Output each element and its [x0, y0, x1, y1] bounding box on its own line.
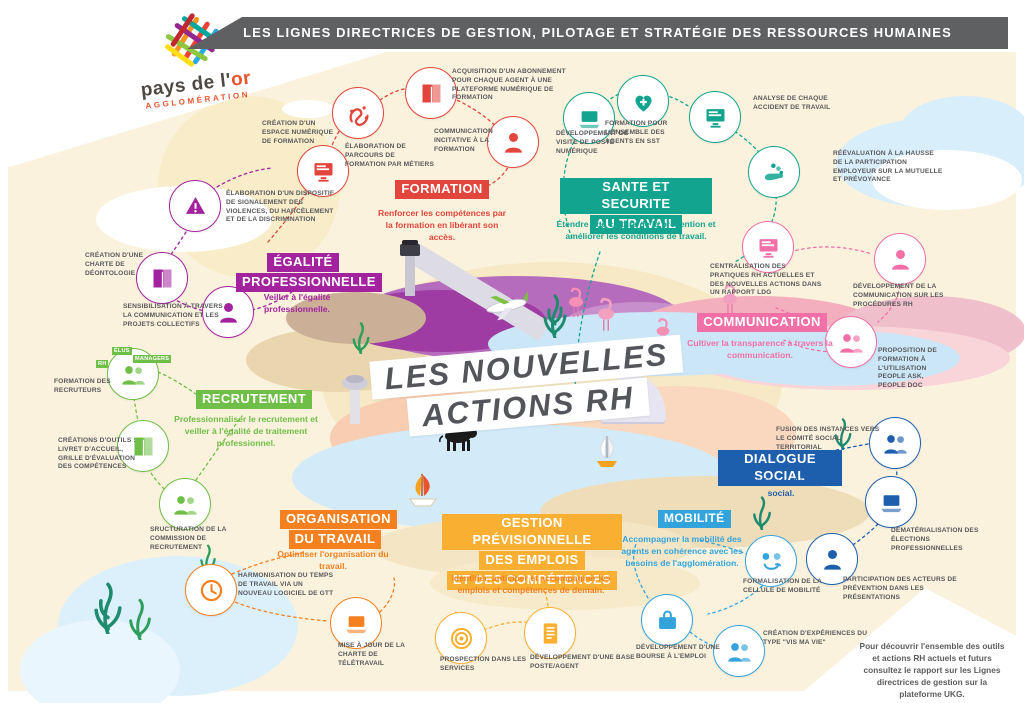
- category-mobilite-badge: MOBILITÉ: [658, 509, 731, 528]
- procedures-rh-icon: [874, 233, 926, 285]
- satellite-formation-sst: Formation pour l'ensemble des agents en …: [605, 120, 668, 145]
- category-organisation-desc: Optimiser l'organisation du travail.: [277, 549, 389, 572]
- mutuelle-prevoyance-icon: [748, 146, 800, 198]
- prospection-icon: [435, 612, 487, 664]
- analyse-accident-icon: [689, 91, 741, 143]
- banner-title: LES LIGNES DIRECTRICES DE GESTION, PILOT…: [187, 17, 1008, 49]
- satellite-cellule-mobilite: Formalisation de la cellule de mobilité: [743, 578, 822, 594]
- satellite-commission-recrutement: Sructuration de la commission de recrute…: [150, 526, 227, 551]
- category-mobilite-desc: Accompagner la mobilité des agents en co…: [621, 534, 743, 569]
- category-egalite-badge: ÉGALITÉ PROFESSIONNELLE: [236, 252, 382, 292]
- category-gpec-desc: Identifier, anticiper et accompagner les…: [451, 573, 611, 596]
- satellite-rapport-ldg: Centralisation des pratiques RH actuelle…: [710, 263, 822, 297]
- category-formation-desc: Renforcer les compétences par la formati…: [377, 208, 506, 243]
- satellite-sensibilisation: Sensibilisation à travers la communicati…: [123, 303, 223, 328]
- satellite-espace-numerique: Création d'un espace numérique de format…: [262, 120, 334, 145]
- category-sst-desc: Étendre une culture de la prévention et …: [556, 219, 716, 242]
- commission-recrutement-icon: [159, 478, 211, 530]
- signalement-violences-icon: [169, 180, 221, 232]
- satellite-formation-recruteurs: Formation des recruteurs: [54, 378, 111, 394]
- satellite-charte-teletravail: Mise à jour de la charte de télétravail: [338, 642, 405, 667]
- category-dialogue-social-desc: Dynamiser le dialogue social.: [735, 476, 827, 499]
- satellite-comite-social: Fusion des instances vers le Comité Soci…: [776, 426, 880, 451]
- tag-managers: MANAGERS: [133, 355, 172, 363]
- satellite-elections: Dématérialisation des élections professi…: [891, 527, 979, 552]
- satellite-logiciel-gtt: Harmonisation du temps de travail via un…: [238, 572, 334, 597]
- category-communication-desc: Cultiver la transparence à travers la co…: [687, 338, 833, 361]
- category-sst-badge: SANTE ET SECURITE AU TRAVAIL: [560, 177, 712, 234]
- satellite-parcours-formation: Élaboration de parcours de formation par…: [345, 143, 434, 168]
- satellite-signalement-violences: Élaboration d'un dispositif de signaleme…: [226, 190, 335, 224]
- category-egalite-desc: Veiller à l'égalité professionnelle.: [263, 292, 331, 315]
- satellite-acteurs-prevention: Participation des acteurs de prévention …: [843, 576, 957, 601]
- category-recrutement-desc: Professionnaliser le recrutement et veil…: [174, 414, 318, 449]
- base-poste-agent-icon: [524, 607, 576, 659]
- bourse-emploi-icon: [641, 594, 693, 646]
- sensibilisation-icon: [202, 286, 254, 338]
- elections-icon: [865, 476, 917, 528]
- tag-rh: RH: [96, 360, 109, 368]
- creations-outils-icon: [117, 420, 169, 472]
- satellite-people-ask-doc: Proposition de formation à l'utilisation…: [878, 347, 937, 390]
- satellite-charte-deontologie: Création d'une charte de déontologie: [85, 252, 144, 277]
- satellite-communication-incitative: Communication incitative à la formation: [434, 128, 493, 153]
- tag-elus: ÉLUS: [112, 347, 132, 355]
- satellite-prospection: Prospection dans les services: [440, 656, 527, 672]
- satellite-procedures-rh: Développement de la communication sur le…: [853, 283, 944, 308]
- footer-note: Pour découvrir l'ensemble des outils et …: [859, 641, 1005, 700]
- satellite-mutuelle-prevoyance: Réévaluation à la hausse de la participa…: [833, 150, 943, 184]
- charte-teletravail-icon: [330, 597, 382, 649]
- satellite-base-poste-agent: Développement d'une base poste/agent: [530, 654, 635, 670]
- abonnement-plateforme-icon: [405, 67, 457, 119]
- logiciel-gtt-icon: [185, 564, 237, 616]
- satellite-creations-outils: Créations d'outils : livret d'accueil, g…: [58, 437, 136, 471]
- comite-social-icon: [869, 417, 921, 469]
- vis-ma-vie-icon: [713, 625, 765, 677]
- satellite-bourse-emploi: Développement d'une bourse à l'emploi: [636, 644, 720, 660]
- category-recrutement-badge: RECRUTEMENT: [196, 390, 313, 409]
- satellite-abonnement-plateforme: Acquisition d'un abonnement pour chaque …: [452, 68, 566, 102]
- category-communication-badge: COMMUNICATION: [690, 313, 834, 332]
- satellite-analyse-accident: Analyse de chaque accident de travail: [753, 95, 831, 111]
- category-organisation-badge: ORGANISATION DU TRAVAIL: [280, 509, 397, 549]
- category-formation-badge: FORMATION: [392, 180, 492, 199]
